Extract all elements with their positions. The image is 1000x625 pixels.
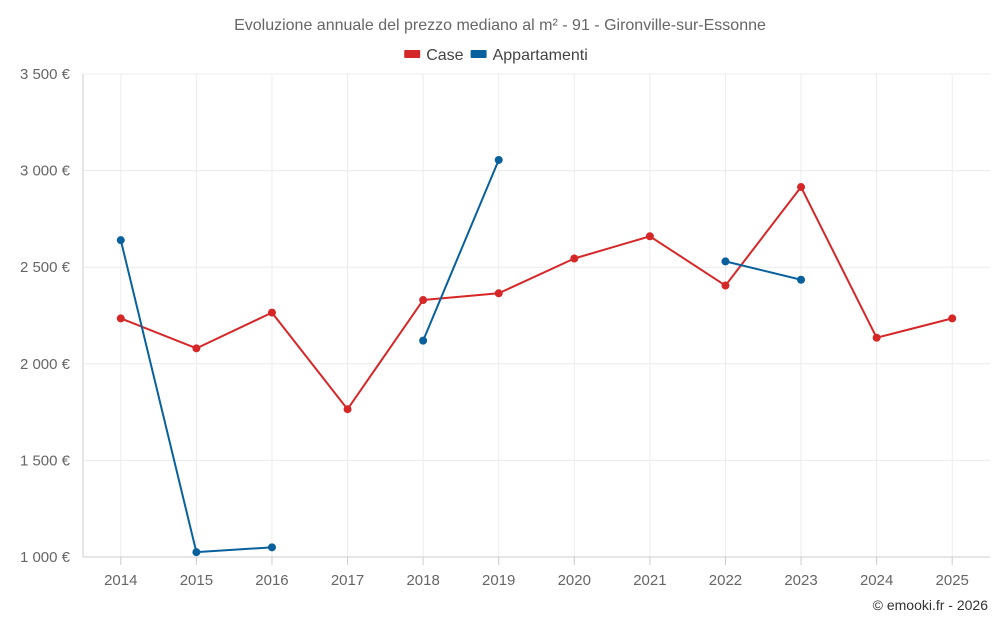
data-point[interactable] [419, 336, 428, 345]
legend-item-appartamenti[interactable]: Appartamenti [470, 47, 588, 64]
y-tick-label: 1 000 € [20, 549, 71, 566]
data-point[interactable] [645, 232, 654, 241]
x-tick-label: 2014 [104, 572, 137, 589]
series-case [116, 183, 957, 414]
data-point[interactable] [797, 183, 806, 192]
legend-swatch [404, 50, 421, 58]
y-tick-label: 3 000 € [20, 163, 71, 180]
data-point[interactable] [267, 308, 276, 317]
x-tick-label: 2015 [180, 572, 213, 589]
data-point[interactable] [797, 275, 806, 284]
y-tick-label: 3 500 € [20, 66, 71, 83]
data-point[interactable] [494, 155, 503, 164]
x-tick-label: 2023 [784, 572, 817, 589]
x-tick-label: 2025 [936, 572, 969, 589]
data-point[interactable] [948, 314, 957, 323]
x-tick-label: 2020 [558, 572, 591, 589]
x-tick-label: 2016 [255, 572, 288, 589]
series-layer [116, 155, 957, 557]
y-tick-label: 1 500 € [20, 452, 71, 469]
data-point[interactable] [116, 314, 125, 323]
data-point[interactable] [419, 296, 428, 305]
x-axis: 2014 2015 2016 2017 2018 2019 2020 2021 2022 2023… [83, 556, 990, 589]
legend-label: Case [426, 47, 463, 64]
data-point[interactable] [116, 236, 125, 245]
y-tick-label: 2 000 € [20, 356, 71, 373]
y-tick-label: 2 500 € [20, 259, 71, 276]
data-point[interactable] [267, 543, 276, 552]
data-point[interactable] [570, 254, 579, 263]
data-point[interactable] [872, 333, 881, 342]
x-tick-label: 2021 [633, 572, 666, 589]
x-tick-label: 2019 [482, 572, 515, 589]
data-point[interactable] [343, 405, 352, 414]
x-tick-label: 2017 [331, 572, 364, 589]
x-tick-label: 2022 [709, 572, 742, 589]
gridlines [83, 73, 990, 557]
legend-swatch [470, 50, 487, 58]
data-point[interactable] [721, 281, 730, 290]
credit-text: © emooki.fr - 2026 [873, 597, 989, 613]
x-tick-label: 2024 [860, 572, 893, 589]
x-tick-label: 2018 [406, 572, 439, 589]
legend: Case Appartamenti [404, 47, 588, 64]
data-point[interactable] [192, 344, 201, 353]
data-point[interactable] [721, 257, 730, 266]
chart-title: Evoluzione annuale del prezzo mediano al… [234, 17, 766, 34]
legend-label: Appartamenti [493, 47, 588, 64]
data-point[interactable] [192, 548, 201, 557]
legend-item-case[interactable]: Case [404, 47, 464, 64]
series-line [725, 260, 802, 281]
series-appartamenti [116, 155, 806, 557]
data-point[interactable] [494, 289, 503, 298]
y-axis: 1 000 € 1 500 € 2 000 € 2 500 € 3 000 € 3 500… [20, 66, 84, 566]
series-line [120, 186, 953, 411]
series-line [422, 159, 500, 342]
